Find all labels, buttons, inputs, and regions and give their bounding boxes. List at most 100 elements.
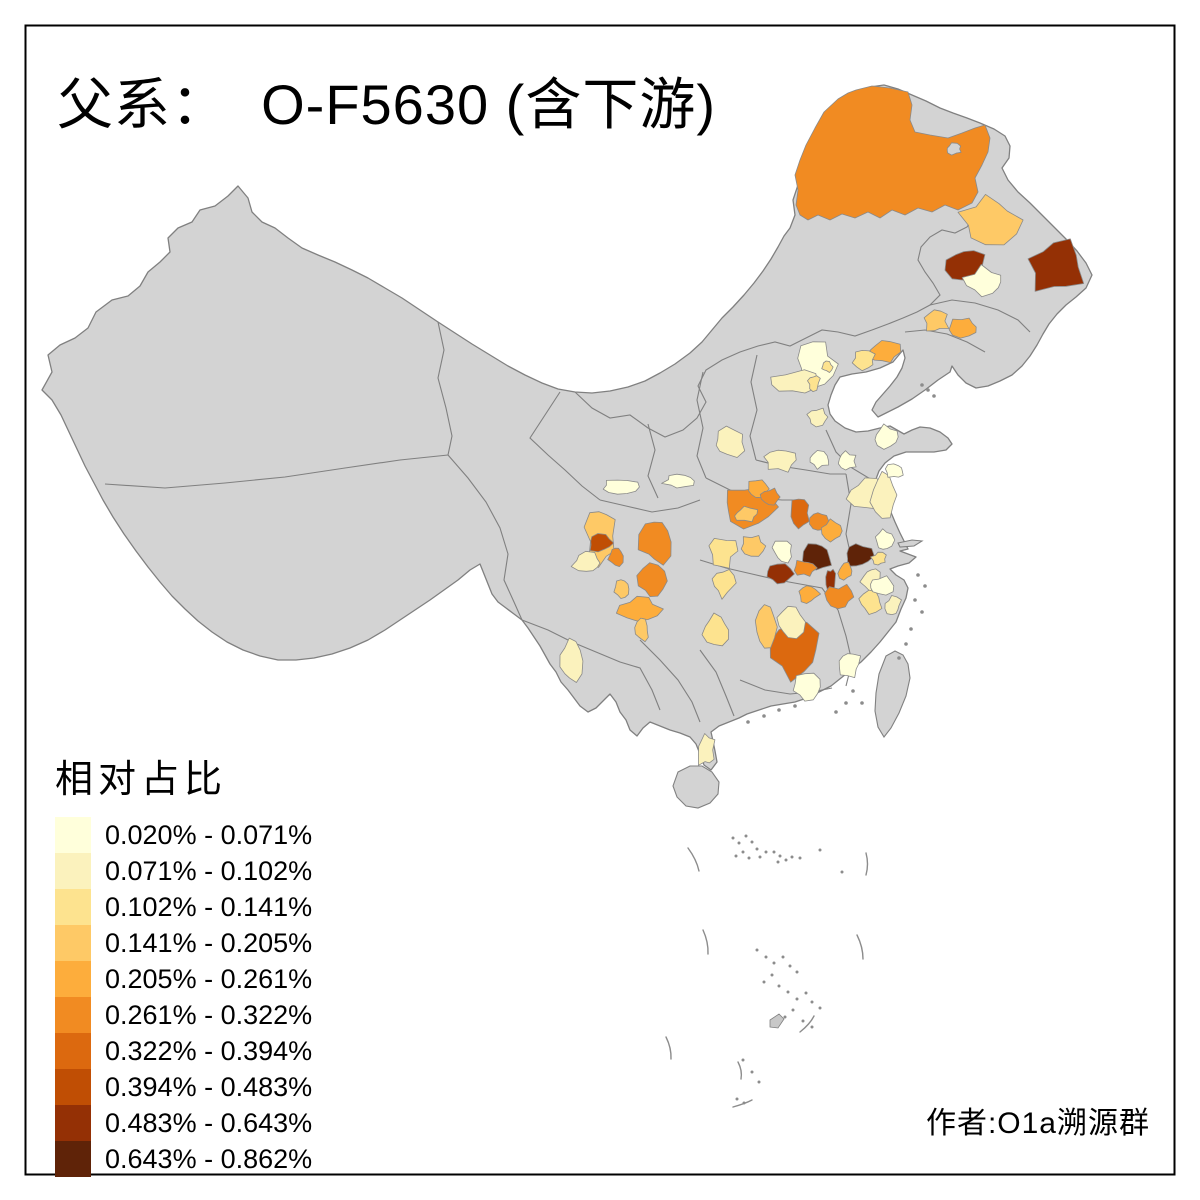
map-region [870, 575, 895, 596]
attribution: 作者:O1a溯源群 [925, 1107, 1150, 1140]
map-region [661, 473, 695, 489]
legend-swatch [55, 889, 91, 925]
map-region [874, 423, 899, 450]
legend-swatch [55, 1105, 91, 1141]
map-region [885, 463, 904, 478]
map-region [607, 547, 624, 567]
map-region [770, 369, 818, 394]
chongming-island [897, 539, 924, 548]
map-region [701, 612, 729, 647]
map-region [837, 561, 853, 581]
map-region [759, 487, 781, 506]
legend-swatch [55, 1141, 91, 1177]
major-islands [672, 539, 924, 809]
map-region [559, 637, 584, 683]
map-region [946, 142, 962, 156]
legend-row: 0.141% - 0.205% [55, 925, 312, 961]
legend-bin-label: 0.643% - 0.862% [105, 1144, 313, 1174]
legend-swatch [55, 961, 91, 997]
map-region [766, 563, 795, 585]
legend-bin-label: 0.102% - 0.141% [105, 892, 313, 922]
map-region [961, 264, 1002, 298]
map-region [637, 521, 672, 566]
map-region [809, 450, 830, 470]
map-region [846, 543, 875, 567]
legend-bin-label: 0.020% - 0.071% [105, 820, 313, 850]
map-region [793, 560, 818, 577]
scs-islet-group [769, 1013, 785, 1029]
legend-swatch [55, 925, 91, 961]
map-region [740, 535, 767, 557]
map-region [636, 562, 668, 597]
legend-row: 0.394% - 0.483% [55, 1069, 312, 1105]
legend-row: 0.261% - 0.322% [55, 997, 312, 1033]
legend-swatch [55, 817, 91, 853]
map-region [570, 550, 601, 572]
map-region [776, 605, 806, 639]
map-region [734, 505, 758, 523]
map-region [715, 425, 746, 458]
map-region [769, 621, 820, 683]
legend-swatch [55, 853, 91, 889]
map-region [763, 449, 797, 473]
south-china-sea-islands [731, 834, 844, 1105]
map-region [824, 583, 855, 610]
map-region [790, 498, 810, 530]
legend-bin-label: 0.322% - 0.394% [105, 1036, 313, 1066]
hainan-island [672, 765, 720, 809]
legend-row: 0.205% - 0.261% [55, 961, 312, 997]
legend-bin-label: 0.483% - 0.643% [105, 1108, 313, 1138]
legend-row: 0.322% - 0.394% [55, 1033, 312, 1069]
choropleth-patches [559, 85, 1085, 766]
map-region [820, 518, 843, 543]
map-region [711, 569, 737, 600]
map-region [602, 479, 640, 495]
map-region [792, 672, 821, 702]
legend: 相对占比 0.020% - 0.071% 0.071% - 0.102% 0.102… [55, 748, 312, 1177]
map-region [838, 653, 861, 678]
legend-row: 0.102% - 0.141% [55, 889, 312, 925]
map-region [923, 309, 950, 332]
plot-frame [24, 24, 1176, 1176]
legend-row: 0.483% - 0.643% [55, 1105, 312, 1141]
map-region [616, 595, 664, 622]
legend-swatch [55, 1069, 91, 1105]
map-region [851, 349, 876, 372]
taiwan-island [874, 650, 911, 738]
map-region [875, 528, 896, 550]
map-region [798, 585, 821, 604]
legend-swatch [55, 997, 91, 1033]
map-title: 父系： O-F5630 (含下游) [57, 73, 716, 136]
map-region [698, 733, 716, 766]
map-region [806, 407, 829, 428]
map-region [1027, 238, 1085, 292]
legend-bin-label: 0.394% - 0.483% [105, 1072, 313, 1102]
map-region [589, 533, 615, 553]
legend-row: 0.643% - 0.862% [55, 1141, 312, 1177]
legend-row: 0.071% - 0.102% [55, 853, 312, 889]
legend-rows: 0.020% - 0.071% 0.071% - 0.102% 0.102% - 0… [55, 817, 312, 1177]
map-region [634, 617, 649, 643]
legend-bin-label: 0.071% - 0.102% [105, 856, 313, 886]
map-region [837, 450, 857, 471]
map-region [870, 551, 887, 566]
legend-bin-label: 0.141% - 0.205% [105, 928, 313, 958]
legend-title: 相对占比 [55, 759, 228, 801]
map-region [807, 375, 821, 393]
map-region [754, 604, 778, 649]
legend-bin-label: 0.205% - 0.261% [105, 964, 313, 994]
legend-bin-label: 0.261% - 0.322% [105, 1000, 313, 1030]
legend-swatch [55, 1033, 91, 1069]
map-region [821, 360, 834, 373]
map-region [613, 579, 630, 599]
map-region [884, 595, 902, 615]
map-region [708, 538, 739, 569]
map-region [957, 193, 1024, 246]
map-region [771, 540, 792, 564]
legend-row: 0.020% - 0.071% [55, 817, 312, 853]
nine-dash-line [665, 847, 869, 1108]
map-region [794, 85, 991, 221]
map-region [948, 317, 977, 339]
